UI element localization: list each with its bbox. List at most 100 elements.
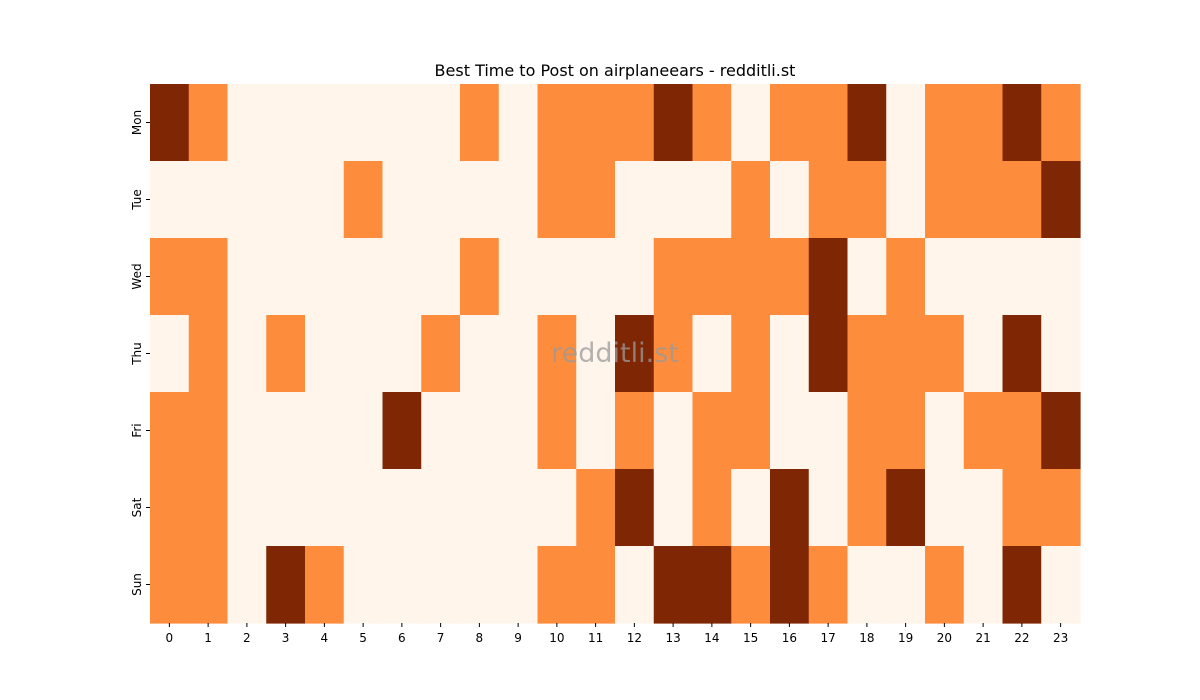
- x-tick-label: 15: [743, 631, 758, 645]
- heatmap-cell-fri-1: [188, 392, 229, 470]
- heatmap-cell-tue-16: [770, 161, 810, 239]
- heatmap-cell-sun-21: [963, 546, 1004, 624]
- chart-title: Best Time to Post on airplaneears - redd…: [435, 61, 796, 80]
- heatmap-cell-wed-2: [227, 238, 267, 316]
- heatmap-cell-fri-0: [150, 392, 190, 470]
- heatmap-cell-fri-6: [382, 392, 422, 470]
- heatmap-cell-sun-23: [1041, 546, 1081, 624]
- heatmap-cell-fri-23: [1041, 392, 1081, 470]
- heatmap-cell-thu-11: [576, 315, 616, 393]
- heatmap-cell-thu-10: [537, 315, 577, 393]
- y-tick-label: Sun: [130, 573, 144, 596]
- x-tick-label: 16: [782, 631, 797, 645]
- heatmap-cell-mon-10: [537, 84, 577, 162]
- heatmap-cell-fri-20: [925, 392, 965, 470]
- heatmap-cell-tue-8: [460, 161, 500, 239]
- heatmap-cell-fri-18: [847, 392, 887, 470]
- heatmap-cell-thu-8: [460, 315, 500, 393]
- heatmap-cell-wed-8: [460, 238, 500, 316]
- heatmap-cell-thu-14: [692, 315, 732, 393]
- heatmap-cell-sat-16: [770, 469, 810, 547]
- heatmap-cell-wed-1: [188, 238, 229, 316]
- heatmap-cell-wed-20: [925, 238, 965, 316]
- x-tick-label: 8: [476, 631, 484, 645]
- heatmap-cell-mon-16: [770, 84, 810, 162]
- heatmap-cell-sun-3: [266, 546, 306, 624]
- x-tick-label: 21: [975, 631, 990, 645]
- heatmap-cell-thu-17: [808, 315, 849, 393]
- heatmap-cell-sun-20: [925, 546, 965, 624]
- heatmap-cell-sat-5: [343, 469, 384, 547]
- heatmap-cell-fri-11: [576, 392, 616, 470]
- heatmap-cell-fri-2: [227, 392, 267, 470]
- y-axis-ticks: Mon Tue Wed Thu Fri Sat Sun: [130, 110, 150, 596]
- heatmap-cell-wed-0: [150, 238, 190, 316]
- heatmap-cell-fri-10: [537, 392, 577, 470]
- heatmap-cell-mon-23: [1041, 84, 1081, 162]
- heatmap-cell-tue-4: [305, 161, 345, 239]
- heatmap-cell-sat-1: [188, 469, 229, 547]
- heatmap-cell-sun-2: [227, 546, 267, 624]
- x-tick-label: 19: [898, 631, 913, 645]
- heatmap-cell-mon-20: [925, 84, 965, 162]
- heatmap-cell-sat-17: [808, 469, 849, 547]
- heatmap-cell-fri-15: [731, 392, 771, 470]
- heatmap-cell-fri-16: [770, 392, 810, 470]
- heatmap-cell-mon-7: [421, 84, 461, 162]
- heatmap-cell-mon-14: [692, 84, 732, 162]
- heatmap-cell-wed-3: [266, 238, 306, 316]
- heatmap-cell-fri-3: [266, 392, 306, 470]
- x-tick-label: 4: [321, 631, 329, 645]
- heatmap-cell-sat-2: [227, 469, 267, 547]
- heatmap-cell-wed-13: [653, 238, 694, 316]
- heatmap-cell-tue-14: [692, 161, 732, 239]
- heatmap-cell-fri-17: [808, 392, 849, 470]
- heatmap-cell-tue-0: [150, 161, 190, 239]
- x-tick-label: 6: [398, 631, 406, 645]
- heatmap-cell-sat-11: [576, 469, 616, 547]
- heatmap-cell-tue-2: [227, 161, 267, 239]
- heatmap-cell-sun-15: [731, 546, 771, 624]
- heatmap-cell-wed-15: [731, 238, 771, 316]
- x-tick-label: 11: [588, 631, 603, 645]
- x-tick-label: 1: [204, 631, 212, 645]
- heatmap-cell-wed-12: [615, 238, 655, 316]
- heatmap-cell-tue-23: [1041, 161, 1081, 239]
- heatmap-cell-thu-18: [847, 315, 887, 393]
- heatmap-cell-sun-22: [1002, 546, 1042, 624]
- heatmap-cell-wed-17: [808, 238, 849, 316]
- x-tick-label: 7: [437, 631, 445, 645]
- x-tick-label: 2: [243, 631, 251, 645]
- heatmap-cell-sat-21: [963, 469, 1004, 547]
- heatmap-cell-sat-19: [886, 469, 926, 547]
- heatmap-cell-mon-13: [653, 84, 694, 162]
- heatmap-cell-fri-5: [343, 392, 384, 470]
- heatmap-cell-thu-21: [963, 315, 1004, 393]
- heatmap-cell-mon-15: [731, 84, 771, 162]
- heatmap-cell-sat-20: [925, 469, 965, 547]
- heatmap-cell-thu-20: [925, 315, 965, 393]
- y-tick-label: Sat: [130, 497, 144, 517]
- heatmap-cell-thu-23: [1041, 315, 1081, 393]
- heatmap-cell-mon-0: [150, 84, 190, 162]
- heatmap-cell-fri-19: [886, 392, 926, 470]
- x-tick-label: 23: [1053, 631, 1068, 645]
- heatmap-cells: [150, 84, 1081, 624]
- heatmap-cell-tue-19: [886, 161, 926, 239]
- heatmap-cell-wed-6: [382, 238, 422, 316]
- heatmap-cell-sun-17: [808, 546, 849, 624]
- heatmap-cell-thu-22: [1002, 315, 1042, 393]
- x-axis-ticks: 0 1 2 3 4 5 6 7 8 9 10 11 12 13 14 15 16 17 18 19 20 21 22 23: [166, 623, 1068, 645]
- heatmap-cell-sun-12: [615, 546, 655, 624]
- heatmap-cell-thu-1: [188, 315, 229, 393]
- heatmap-cell-thu-19: [886, 315, 926, 393]
- watermark: redditli.st: [551, 338, 679, 369]
- heatmap-cell-sat-8: [460, 469, 500, 547]
- heatmap-cell-mon-3: [266, 84, 306, 162]
- heatmap-cell-fri-9: [498, 392, 539, 470]
- heatmap-cell-sat-7: [421, 469, 461, 547]
- heatmap-cell-sun-8: [460, 546, 500, 624]
- heatmap-cell-thu-0: [150, 315, 190, 393]
